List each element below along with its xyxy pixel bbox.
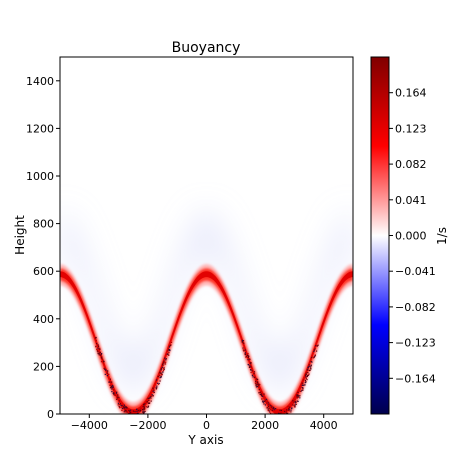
y-tick-label: 1200 bbox=[26, 122, 54, 135]
x-axis-label: Y axis bbox=[187, 433, 223, 447]
colorbar bbox=[370, 56, 390, 415]
y-axis-label: Height bbox=[13, 215, 27, 255]
heatmap-field bbox=[60, 57, 353, 414]
colorbar-tick-label: 0.123 bbox=[395, 122, 427, 135]
field-negative-layer bbox=[60, 209, 353, 395]
x-tick-label: −4000 bbox=[71, 419, 108, 432]
x-axis-ticks: −4000 −2000 0 2000 4000 bbox=[71, 414, 338, 432]
x-tick-label: −2000 bbox=[129, 419, 166, 432]
colorbar-label: 1/s bbox=[435, 227, 449, 245]
colorbar-tick-label: −0.123 bbox=[395, 337, 436, 350]
y-tick-label: 1000 bbox=[26, 170, 54, 183]
chart-title: Buoyancy bbox=[172, 40, 241, 56]
colorbar-tick-label: 0.082 bbox=[395, 158, 427, 171]
colorbar-tick-label: −0.082 bbox=[395, 301, 436, 314]
colorbar-tick-label: 0.000 bbox=[395, 230, 427, 243]
colorbar-ticks: 0.164 0.123 0.082 0.041 0.000 −0.041 −0.082 −0.… bbox=[389, 87, 436, 385]
x-tick-label: 0 bbox=[203, 419, 210, 432]
y-axis-ticks: 0 200 400 600 800 1000 1200 1400 bbox=[26, 75, 60, 421]
y-tick-label: 0 bbox=[47, 408, 54, 421]
y-tick-label: 200 bbox=[33, 360, 54, 373]
y-tick-label: 800 bbox=[33, 218, 54, 231]
colorbar-tick-label: −0.041 bbox=[395, 265, 436, 278]
colorbar-tick-label: 0.041 bbox=[395, 194, 427, 207]
colorbar-tick-label: 0.164 bbox=[395, 87, 427, 100]
x-tick-label: 2000 bbox=[251, 419, 279, 432]
x-tick-label: 4000 bbox=[310, 419, 338, 432]
colorbar-tick-label: −0.164 bbox=[395, 372, 436, 385]
y-tick-label: 600 bbox=[33, 265, 54, 278]
y-tick-label: 400 bbox=[33, 313, 54, 326]
y-tick-label: 1400 bbox=[26, 75, 54, 88]
